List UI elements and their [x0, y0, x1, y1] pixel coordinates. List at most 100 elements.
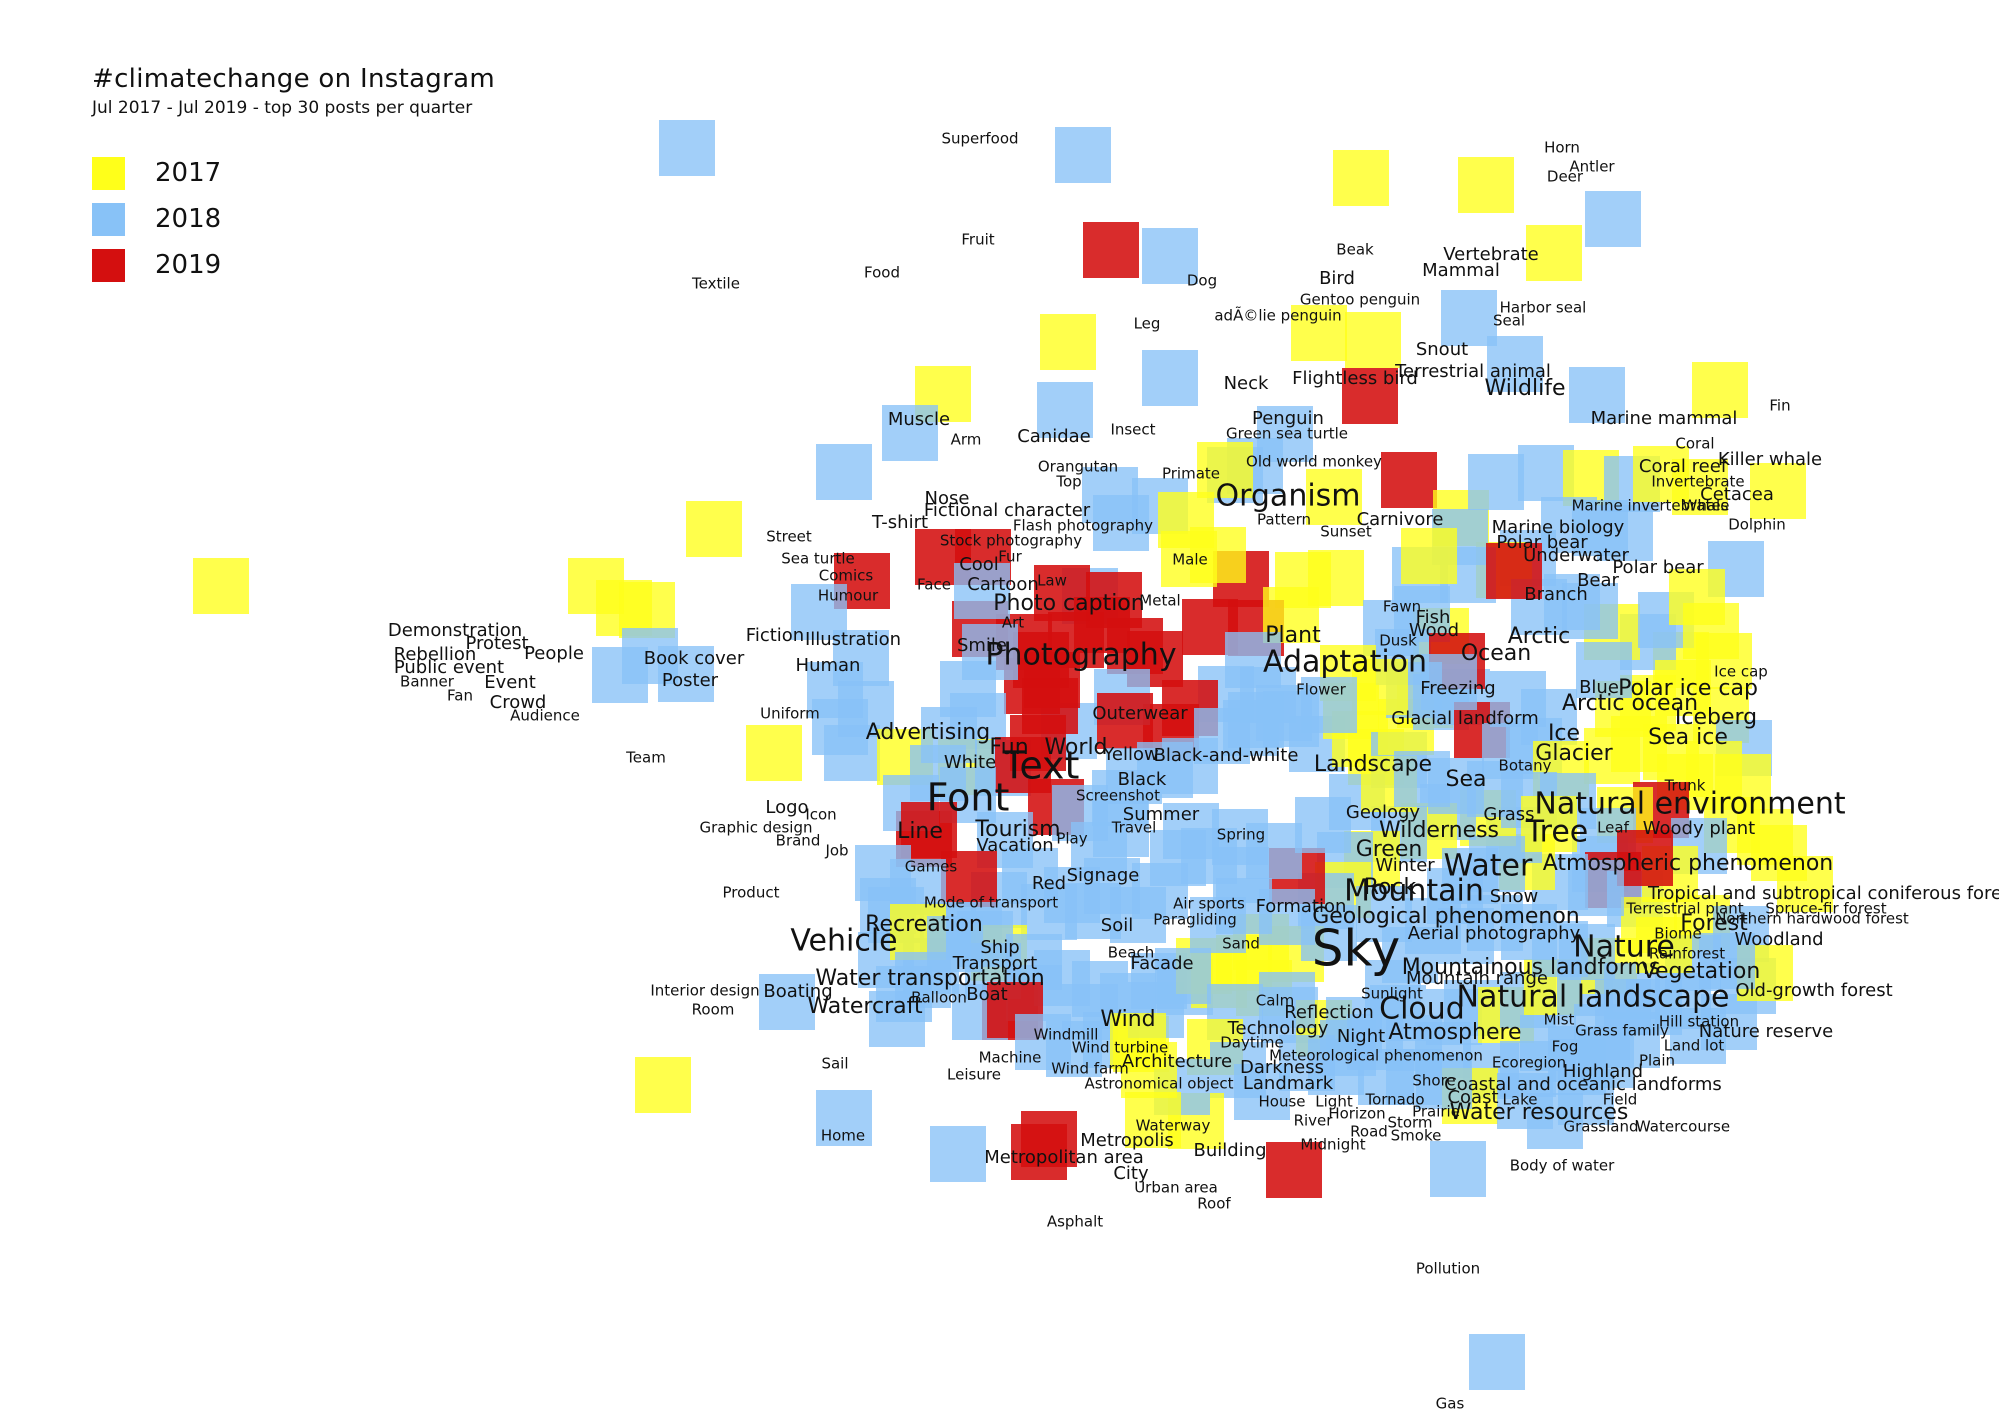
label-nature: Nature: [1573, 930, 1675, 965]
label-vehicle: Vehicle: [790, 924, 897, 959]
label-black-and-white: Black-and-white: [1154, 745, 1299, 766]
label-metropolitan-area: Metropolitan area: [984, 1147, 1143, 1168]
label-botany: Botany: [1499, 757, 1552, 775]
label-tree: Tree: [1525, 815, 1589, 850]
label-adaptation: Adaptation: [1263, 645, 1427, 680]
label-sea-ice: Sea ice: [1648, 725, 1728, 750]
label-air-sports: Air sports: [1173, 895, 1245, 913]
label-sunlight: Sunlight: [1361, 985, 1423, 1003]
label-t-shirt: T-shirt: [871, 512, 928, 533]
label-games: Games: [905, 858, 958, 876]
label-travel: Travel: [1111, 819, 1157, 837]
square-2018-307: [1430, 1141, 1486, 1197]
label-polar-ice-cap: Polar ice cap: [1618, 676, 1758, 701]
square-2017-30: [1306, 469, 1362, 525]
label-play: Play: [1056, 830, 1087, 848]
square-2017-54: [1161, 531, 1217, 587]
year-squares: [193, 120, 1833, 1390]
label-mode-of-transport: Mode of transport: [924, 894, 1058, 912]
label-biome: Biome: [1654, 925, 1701, 943]
label-cool: Cool: [959, 554, 999, 575]
label-natural-landscape: Natural landscape: [1457, 980, 1730, 1015]
label-team: Team: [625, 749, 666, 767]
label-demonstration: Demonstration: [388, 620, 522, 641]
label-iceberg: Iceberg: [1675, 705, 1757, 730]
square-2017-17: [1345, 312, 1401, 368]
label-top: Top: [1055, 473, 1081, 491]
label-uniform: Uniform: [760, 705, 820, 723]
label-astronomical-object: Astronomical object: [1084, 1075, 1233, 1093]
label-job: Job: [824, 842, 848, 860]
label-hill-station: Hill station: [1659, 1013, 1739, 1031]
square-2018-337: [869, 991, 925, 1047]
square-2017-304: [1125, 1092, 1181, 1148]
label-mountain-range: Mountain range: [1406, 968, 1548, 989]
square-2019-306: [1011, 1124, 1067, 1180]
label-recreation: Recreation: [865, 912, 983, 937]
label-water-transportation: Water transportation: [815, 966, 1044, 991]
label-ocean: Ocean: [1461, 641, 1531, 666]
square-2018-13: [882, 405, 938, 461]
label-mountainous-landforms: Mountainous landforms: [1402, 955, 1661, 980]
square-2017-340: [193, 558, 249, 614]
label-humour: Humour: [818, 587, 879, 605]
square-2019-127: [1486, 543, 1542, 599]
label-fictional-character: Fictional character: [924, 500, 1091, 521]
label-summer: Summer: [1123, 804, 1200, 825]
label-outerwear: Outerwear: [1092, 703, 1188, 724]
label-leaf: Leaf: [1597, 819, 1630, 837]
label-graphic-design: Graphic design: [700, 819, 813, 837]
label-invertebrate: Invertebrate: [1651, 473, 1744, 491]
label-horizon: Horizon: [1328, 1105, 1385, 1123]
square-2018-291: [1356, 886, 1412, 942]
square-2018-32: [1468, 454, 1524, 510]
label-art: Art: [1002, 614, 1024, 632]
label-grass-family: Grass family: [1575, 1022, 1669, 1040]
square-2018-294: [1259, 972, 1315, 1028]
label-photography: Photography: [985, 638, 1176, 673]
label-reflection: Reflection: [1284, 1002, 1374, 1023]
label-river: River: [1294, 1112, 1334, 1130]
label-comics: Comics: [819, 567, 874, 585]
square-2018-267: [1155, 948, 1211, 1004]
square-2017-19: [1692, 362, 1748, 418]
label-insect: Insect: [1110, 421, 1155, 439]
label-geological-phenomenon: Geological phenomenon: [1312, 904, 1580, 929]
label-vegetation: Vegetation: [1642, 959, 1761, 984]
label-coral: Coral: [1675, 435, 1714, 453]
label-lake: Lake: [1503, 1091, 1538, 1109]
square-2018-314: [658, 646, 714, 702]
label-field: Field: [1603, 1091, 1638, 1109]
label-night: Night: [1337, 1026, 1385, 1047]
label-architecture: Architecture: [1122, 1051, 1232, 1072]
label-sea-turtle: Sea turtle: [781, 550, 855, 568]
label-ship: Ship: [980, 937, 1019, 958]
label-waterway: Waterway: [1136, 1117, 1211, 1135]
label-northern-hardwood-forest: Northern hardwood forest: [1715, 910, 1909, 928]
label-wind-turbine: Wind turbine: [1072, 1039, 1168, 1057]
square-2018-3: [1142, 228, 1198, 284]
label-wilderness: Wilderness: [1379, 818, 1499, 843]
square-2018-1: [1055, 127, 1111, 183]
label-brand: Brand: [776, 832, 821, 850]
square-2019-303: [1266, 1142, 1322, 1198]
square-2018-140: [1576, 642, 1632, 698]
label-woody-plant: Woody plant: [1643, 818, 1756, 839]
label-textile: Textile: [691, 275, 740, 293]
label-wildlife: Wildlife: [1485, 376, 1566, 401]
label-body-of-water: Body of water: [1510, 1157, 1615, 1175]
label-woodland: Woodland: [1734, 929, 1823, 950]
label-natural-environment: Natural environment: [1534, 787, 1845, 822]
label-marine-invertebrates: Marine invertebrates: [1572, 497, 1729, 515]
legend-swatch-2017: [92, 156, 125, 190]
label-cetacea: Cetacea: [1700, 484, 1774, 505]
label-gas: Gas: [1436, 1395, 1465, 1413]
label-book-cover: Book cover: [644, 648, 745, 669]
label-audience: Audience: [510, 707, 580, 725]
label-coral-reef: Coral reef: [1639, 456, 1728, 477]
square-2017-4: [1333, 150, 1389, 206]
label-poster: Poster: [662, 670, 719, 691]
label-nature-reserve: Nature reserve: [1699, 1021, 1833, 1042]
label-penguin: Penguin: [1252, 408, 1324, 429]
